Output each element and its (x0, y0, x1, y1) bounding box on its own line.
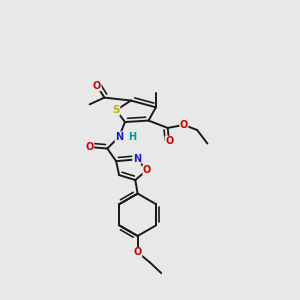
Text: N: N (115, 132, 123, 142)
Text: O: O (165, 136, 173, 146)
Text: O: O (134, 248, 142, 257)
Text: H: H (128, 132, 136, 142)
Text: O: O (143, 165, 151, 175)
Text: N: N (133, 154, 141, 164)
Text: S: S (112, 105, 120, 115)
Text: O: O (180, 120, 188, 130)
Text: O: O (85, 142, 94, 152)
Text: O: O (93, 81, 101, 91)
